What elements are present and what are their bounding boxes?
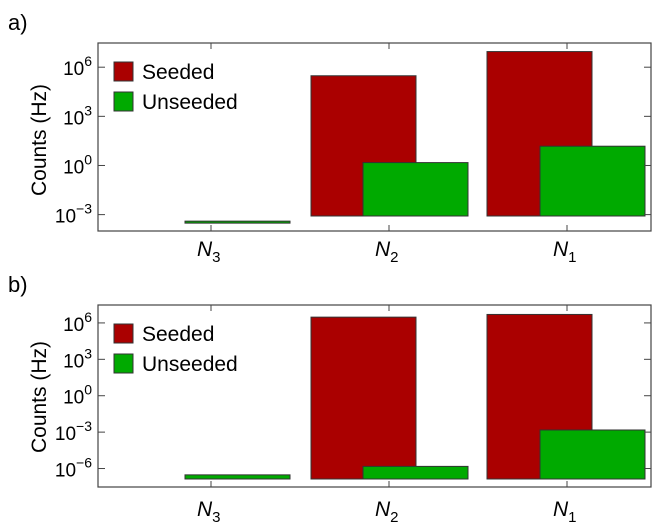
bar-unseeded-n1	[539, 145, 646, 217]
legend-swatch-unseeded	[113, 91, 134, 112]
category-label-main: N	[553, 498, 569, 521]
legend-swatch-seeded	[113, 61, 134, 82]
y-tick-base: 10	[55, 207, 76, 228]
category-label-main: N	[375, 498, 391, 521]
bar-unseeded-n2	[362, 162, 469, 217]
y-tick-exponent: 6	[84, 53, 92, 69]
legend-label-seeded: Seeded	[142, 323, 214, 346]
y-tick-base: 10	[63, 315, 84, 336]
category-label-n1: N1	[553, 498, 577, 523]
legend-label-unseeded: Unseeded	[142, 353, 238, 376]
y-tick-base: 10	[63, 388, 84, 409]
bar-unseeded-n3	[184, 220, 291, 224]
y-tick-label: 100	[63, 151, 92, 178]
category-label-n2: N2	[375, 238, 399, 266]
category-label-main: N	[197, 498, 213, 521]
category-label-n3: N3	[197, 238, 221, 266]
category-label-n1: N1	[553, 238, 577, 266]
y-tick-base: 10	[63, 157, 84, 178]
y-tick-base: 10	[55, 424, 76, 445]
y-tick-base: 10	[63, 351, 84, 372]
plot-frame	[97, 42, 652, 232]
category-label-n2: N2	[375, 498, 399, 523]
y-tick-exponent: 3	[84, 102, 92, 118]
y-tick-exponent: 0	[84, 382, 92, 398]
y-axis-label: Counts (Hz)	[28, 341, 51, 453]
category-label-sub: 3	[212, 249, 220, 266]
category-label-sub: 2	[390, 509, 398, 523]
y-tick-label: 10−3	[55, 201, 92, 228]
category-label-main: N	[197, 238, 213, 261]
category-label-main: N	[375, 238, 391, 261]
legend-swatch-unseeded	[113, 353, 134, 374]
y-tick-exponent: −3	[76, 418, 92, 434]
bar-unseeded-n1	[539, 429, 646, 480]
y-tick-label: 10−6	[55, 455, 92, 482]
bar-unseeded-n3	[184, 474, 291, 480]
y-tick-label: 10−3	[55, 418, 92, 445]
y-tick-exponent: 6	[84, 309, 92, 325]
legend-label-seeded: Seeded	[142, 61, 214, 84]
y-tick-base: 10	[55, 461, 76, 482]
category-label-main: N	[553, 238, 569, 261]
panel-label: b)	[8, 272, 28, 297]
y-tick-exponent: −3	[76, 201, 92, 217]
category-label-sub: 1	[568, 509, 576, 523]
y-tick-exponent: 3	[84, 345, 92, 361]
y-tick-label: 106	[63, 53, 92, 80]
panel-label: a)	[8, 10, 28, 35]
y-tick-base: 10	[63, 108, 84, 129]
y-tick-exponent: −6	[76, 455, 92, 471]
category-label-n3: N3	[197, 498, 221, 523]
bar-unseeded-n2	[362, 465, 469, 480]
category-label-sub: 3	[212, 509, 220, 523]
legend-label-unseeded: Unseeded	[142, 91, 238, 114]
category-label-sub: 1	[568, 249, 576, 266]
y-tick-label: 103	[63, 345, 92, 372]
legend-swatch-seeded	[113, 323, 134, 344]
category-label-sub: 2	[390, 249, 398, 266]
y-tick-label: 106	[63, 309, 92, 336]
y-tick-label: 100	[63, 382, 92, 409]
y-axis-label: Counts (Hz)	[28, 84, 51, 196]
y-tick-exponent: 0	[84, 151, 92, 167]
y-tick-label: 103	[63, 102, 92, 129]
bar-seeded-n2	[310, 316, 417, 480]
y-tick-base: 10	[63, 59, 84, 80]
